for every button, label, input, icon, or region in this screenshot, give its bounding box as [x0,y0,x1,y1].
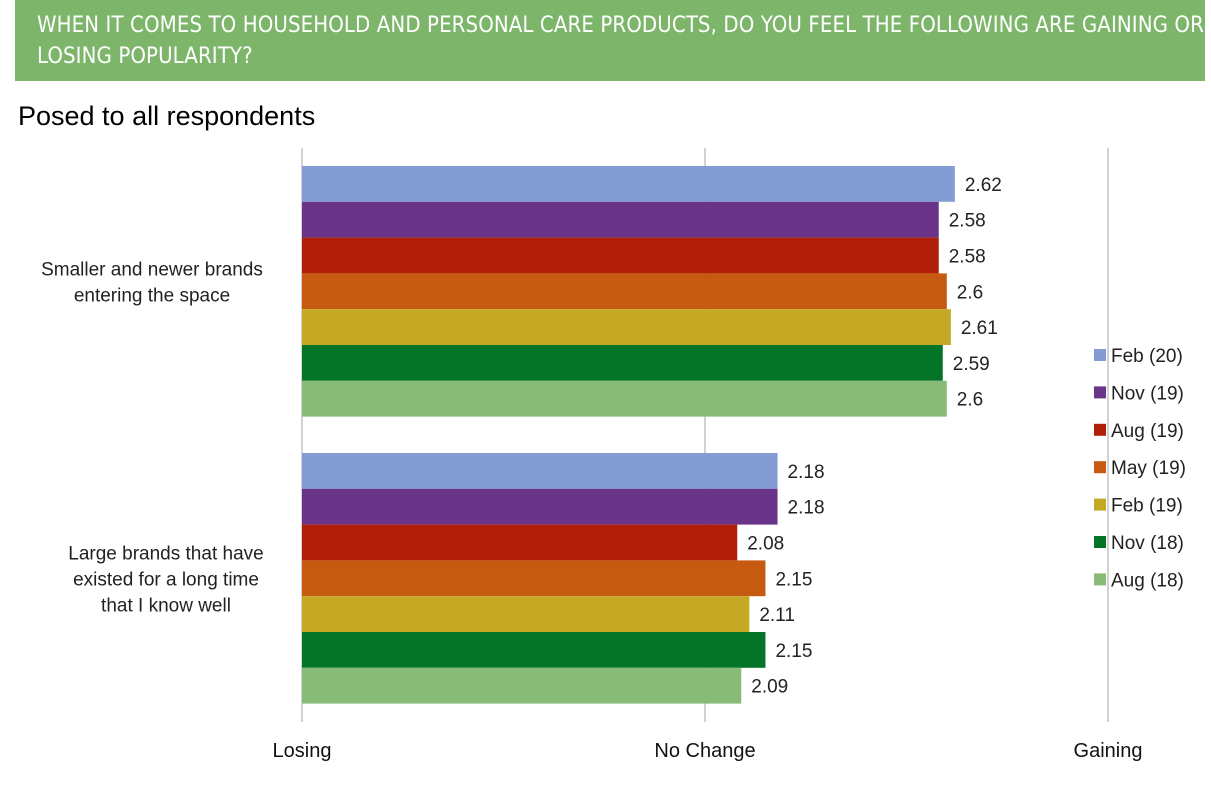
data-label: 2.08 [747,534,784,555]
legend-swatch [1094,386,1106,399]
data-label: 2.18 [788,498,825,519]
bar [302,237,939,274]
legend-label: Nov (18) [1111,533,1184,554]
data-label: 2.6 [957,390,983,411]
legend-label: Aug (19) [1111,421,1184,442]
title-banner: WHEN IT COMES TO HOUSEHOLD AND PERSONAL … [15,0,1205,81]
bar [302,273,947,310]
bar [302,524,738,561]
x-tick-label: Losing [273,740,332,762]
legend-label: Aug (18) [1111,570,1184,591]
category-label: Smaller and newer brands entering the spa… [41,259,263,306]
legend-swatch [1094,461,1106,474]
data-label: 2.15 [775,641,812,662]
chart-subtitle: Posed to all respondents [18,101,316,131]
data-label: 2.58 [949,247,986,268]
x-tick-label: Gaining [1074,740,1143,762]
legend-label: May (19) [1111,458,1186,479]
data-label: 2.09 [751,677,788,698]
legend-swatch [1094,423,1106,436]
data-label: 2.18 [788,462,825,483]
data-label: 2.59 [953,354,990,375]
x-tick-label: No Change [654,740,755,762]
bar [302,596,750,632]
bar [302,453,778,489]
bar [302,667,742,704]
legend-swatch [1094,573,1106,586]
data-label: 2.61 [961,318,998,339]
bar [302,345,943,381]
data-label: 2.62 [965,175,1002,196]
chart-title: WHEN IT COMES TO HOUSEHOLD AND PERSONAL … [37,13,1204,69]
legend-label: Nov (19) [1111,383,1184,404]
bar [302,380,947,417]
bar [302,488,778,525]
data-label: 2.58 [949,211,986,232]
legend-swatch [1094,349,1106,361]
legend-swatch [1094,536,1106,548]
bar [302,309,951,345]
bar [302,166,955,202]
legend-label: Feb (20) [1111,346,1183,367]
bar [302,632,766,668]
bar [302,560,766,597]
data-label: 2.15 [775,569,812,590]
legend-swatch [1094,498,1106,511]
bar [302,201,939,238]
data-label: 2.6 [957,282,983,303]
data-label: 2.11 [759,605,795,626]
legend-label: Feb (19) [1111,496,1183,517]
category-label: Large brands that have existed for a long… [68,543,263,616]
